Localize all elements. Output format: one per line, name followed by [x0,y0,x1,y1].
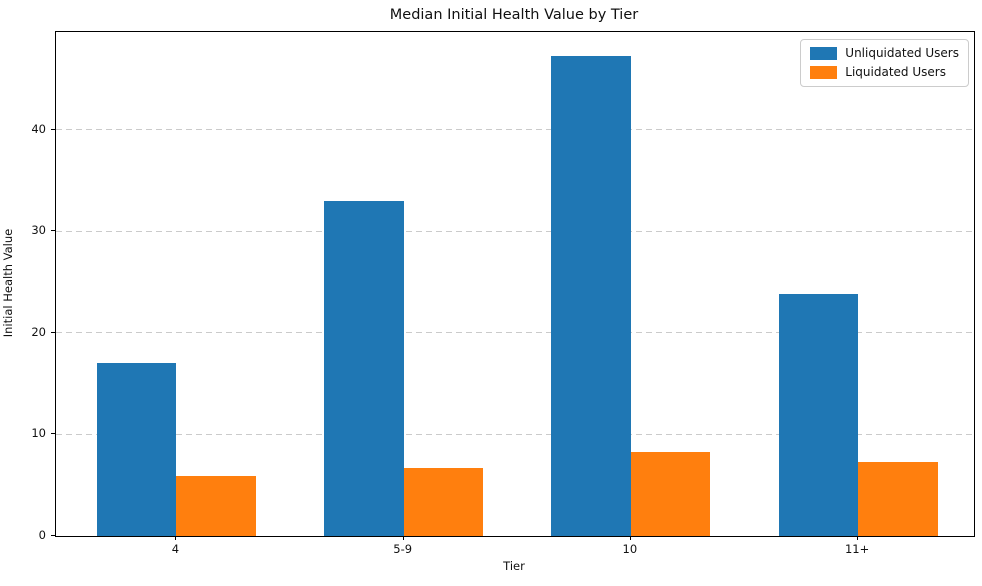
y-tick-label: 0 [38,528,46,542]
bar-unliquidated-tier-5-9 [324,200,404,536]
x-tick-mark [175,536,177,540]
plot-area: Unliquidated Users Liquidated Users [55,31,975,537]
legend-label: Unliquidated Users [845,46,959,60]
chart-title: Median Initial Health Value by Tier [389,7,639,23]
x-tick-label: 10 [622,542,638,556]
bar-unliquidated-tier-10 [551,56,631,536]
y-tick-mark [51,535,55,536]
legend-row: Unliquidated Users [810,46,959,61]
y-tick-mark [51,128,55,130]
gridline [56,129,974,131]
legend-row: Liquidated Users [810,65,959,80]
x-tick-label: 11+ [844,542,870,556]
gridline [56,332,974,334]
y-tick-label: 40 [31,121,46,136]
x-tick-mark [402,536,404,540]
gridline [56,433,974,435]
y-tick-mark [51,230,55,232]
bar-liquidated-tier-4 [176,476,256,536]
gridline [56,230,974,232]
x-tick-mark [629,536,631,540]
y-tick-label: 30 [31,223,46,238]
x-tick-mark [857,536,859,540]
bar-unliquidated-tier-11+ [778,294,859,536]
legend-swatch-liquidated [810,66,838,79]
legend: Unliquidated Users Liquidated Users [800,39,969,87]
x-axis-label: Tier [503,559,525,573]
y-tick-label: 10 [31,426,46,441]
x-tick-label: 4 [171,542,180,556]
legend-label: Liquidated Users [845,65,946,79]
bar-liquidated-tier-10 [630,451,711,536]
x-tick-label: 5-9 [393,542,413,556]
y-tick-mark [51,433,55,435]
bar-liquidated-tier-11+ [858,461,938,536]
bar-unliquidated-tier-4 [96,363,177,536]
bar-liquidated-tier-5-9 [403,467,484,536]
y-tick-label: 20 [31,324,46,339]
legend-swatch-unliquidated [810,47,838,60]
y-tick-mark [51,331,55,333]
